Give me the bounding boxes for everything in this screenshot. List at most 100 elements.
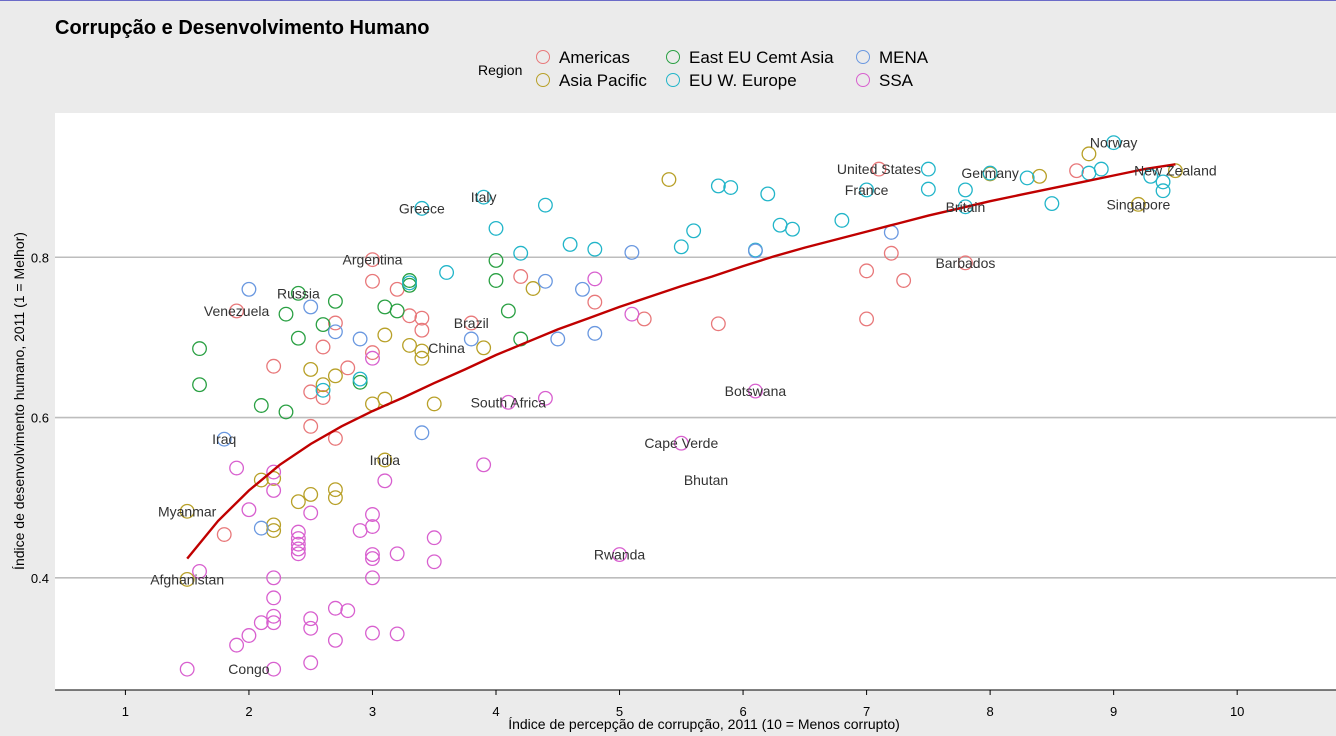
data-point-41 xyxy=(327,490,343,506)
data-point-119 xyxy=(550,331,566,347)
data-point-47 xyxy=(414,350,430,366)
data-point-1 xyxy=(216,527,232,542)
point-label-7: Italy xyxy=(471,189,497,205)
data-point-6 xyxy=(315,390,331,405)
data-point-62 xyxy=(278,306,294,322)
data-point-81 xyxy=(476,189,492,205)
point-label-12: Venezuela xyxy=(204,303,270,319)
data-point-117 xyxy=(463,331,479,347)
x-tick-label-7: 8 xyxy=(987,704,994,719)
data-point-56 xyxy=(1130,196,1146,212)
legend-label-eu-w-europe: EU W. Europe xyxy=(689,71,797,90)
data-point-148 xyxy=(327,632,343,648)
data-point-108 xyxy=(1155,174,1171,190)
data-point-10 xyxy=(365,252,380,268)
x-tick-label-4: 5 xyxy=(616,704,623,719)
data-point-159 xyxy=(377,473,393,489)
point-label-4: France xyxy=(845,182,889,198)
data-point-116 xyxy=(414,425,430,441)
data-point-79 xyxy=(414,200,430,216)
data-point-49 xyxy=(426,396,442,412)
data-point-155 xyxy=(365,547,380,563)
data-point-135 xyxy=(266,590,282,606)
data-point-144 xyxy=(303,655,319,671)
point-label-23: Afghanistan xyxy=(150,571,224,587)
data-point-3 xyxy=(303,384,319,400)
data-point-136 xyxy=(266,570,282,586)
data-point-67 xyxy=(352,374,368,390)
data-point-0 xyxy=(229,303,245,319)
data-point-132 xyxy=(266,661,282,677)
point-label-13: Brazil xyxy=(454,315,489,331)
legend-key-asia-pacific xyxy=(536,73,550,87)
data-point-16 xyxy=(414,310,430,326)
legend-label-asia-pacific: Asia Pacific xyxy=(559,71,647,90)
data-point-39 xyxy=(327,368,343,384)
point-label-17: Iraq xyxy=(212,431,236,447)
legend-key-americas xyxy=(536,50,550,64)
point-label-15: Botswana xyxy=(725,383,787,399)
data-point-141 xyxy=(290,536,306,552)
data-point-35 xyxy=(290,494,306,510)
point-label-14: China xyxy=(428,340,465,356)
data-point-19 xyxy=(587,294,603,310)
data-point-37 xyxy=(303,487,319,502)
legend-key-ssa xyxy=(856,73,870,87)
point-label-24: Congo xyxy=(228,661,269,677)
data-point-134 xyxy=(266,608,282,624)
point-label-3: New Zealand xyxy=(1134,163,1217,179)
legend-label-east-eu-cemt-asia: East EU Cemt Asia xyxy=(689,48,834,67)
data-point-158 xyxy=(365,350,380,366)
data-point-95 xyxy=(834,212,850,228)
data-point-22 xyxy=(859,263,875,279)
data-point-167 xyxy=(587,271,603,287)
data-point-88 xyxy=(686,223,702,239)
data-point-145 xyxy=(303,620,319,636)
data-point-63 xyxy=(290,330,306,346)
data-point-9 xyxy=(340,360,356,376)
data-point-96 xyxy=(859,182,875,198)
top-border xyxy=(0,0,1336,1)
point-label-21: Myanmar xyxy=(158,503,217,519)
data-point-90 xyxy=(723,180,739,195)
data-point-161 xyxy=(389,546,405,562)
data-point-166 xyxy=(537,390,553,406)
legend-label-mena: MENA xyxy=(879,48,929,67)
data-point-85 xyxy=(562,236,578,252)
data-point-51 xyxy=(525,281,541,296)
data-point-86 xyxy=(587,241,603,257)
data-point-114 xyxy=(327,324,343,340)
x-tick-label-5: 6 xyxy=(739,704,746,719)
data-point-84 xyxy=(537,197,553,213)
data-point-110 xyxy=(216,431,232,447)
data-point-137 xyxy=(266,483,282,498)
data-point-105 xyxy=(1093,161,1109,177)
data-point-2 xyxy=(266,358,282,374)
data-point-133 xyxy=(266,615,282,631)
point-label-6: Singapore xyxy=(1106,196,1170,212)
data-point-24 xyxy=(871,161,887,177)
data-point-30 xyxy=(179,571,195,587)
data-point-153 xyxy=(365,570,380,586)
data-point-127 xyxy=(229,460,245,476)
data-point-77 xyxy=(352,371,368,387)
data-point-28 xyxy=(1069,163,1085,179)
data-point-143 xyxy=(290,524,306,540)
data-point-97 xyxy=(920,181,936,197)
data-point-129 xyxy=(241,628,257,643)
data-point-164 xyxy=(476,457,492,473)
x-tick-label-6: 7 xyxy=(863,704,870,719)
data-point-17 xyxy=(463,315,479,331)
legend-key-east-eu-cemt-asia xyxy=(666,50,680,64)
point-label-10: Barbados xyxy=(935,255,995,271)
trend-line xyxy=(186,163,1176,560)
data-point-150 xyxy=(340,603,356,619)
data-point-103 xyxy=(1044,196,1060,212)
data-point-99 xyxy=(957,199,973,215)
data-point-109 xyxy=(1155,183,1171,199)
data-point-128 xyxy=(229,637,245,653)
data-point-87 xyxy=(673,239,689,255)
legend-key-mena xyxy=(856,50,870,64)
point-label-19: India xyxy=(370,452,401,468)
data-point-58 xyxy=(192,341,207,357)
